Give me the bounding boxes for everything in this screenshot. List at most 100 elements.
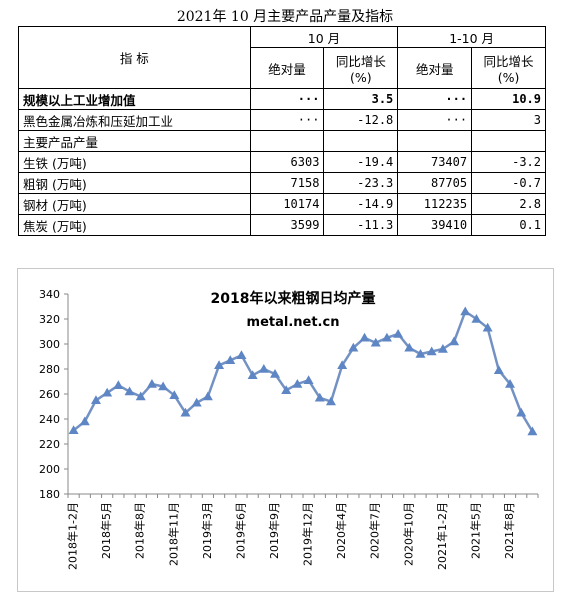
oct-yoy-cell [323, 130, 399, 152]
data-point [202, 391, 213, 401]
y-tick-label: 240 [39, 413, 60, 426]
ytd-yoy-cell: -0.7 [471, 172, 546, 194]
data-point [292, 379, 303, 388]
row-name: 焦炭 (万吨) [18, 214, 251, 236]
row-name: 黑色金属冶炼和压延加工业 [18, 109, 251, 131]
ytd-yoy-cell: 2.8 [471, 193, 546, 215]
ytd-abs-header: 绝对量 [397, 47, 473, 89]
data-point [415, 349, 426, 358]
data-point [113, 380, 124, 389]
ytd-yoy-header-line2: (%) [497, 70, 520, 85]
data-point [79, 416, 90, 426]
data-point [180, 407, 191, 417]
data-point [247, 370, 258, 379]
x-tick-label: 2020年7月 [368, 502, 382, 559]
data-point [124, 386, 135, 396]
production-table: 指 标 10 月 1-10 月 绝对量 同比增长 (%) 绝对量 同比增长 (%… [18, 26, 546, 236]
oct-abs-cell: 7158 [249, 172, 325, 194]
data-point [493, 365, 504, 374]
oct-yoy-cell: -12.8 [323, 109, 399, 131]
oct-period-header: 10 月 [249, 26, 399, 48]
oct-yoy-cell: -19.4 [323, 151, 399, 173]
indicator-header: 指 标 [18, 26, 251, 89]
chart-title: 2018年以来粗钢日均产量 [211, 290, 376, 307]
row-name: 主要产品产量 [18, 130, 251, 152]
ytd-abs-cell: 39410 [397, 214, 473, 236]
row-name: 规模以上工业增加值 [18, 88, 251, 110]
data-point [236, 350, 247, 359]
ytd-yoy-cell [471, 130, 546, 152]
x-tick-label: 2019年6月 [233, 502, 247, 559]
oct-abs-header: 绝对量 [249, 47, 325, 89]
data-point [303, 375, 314, 384]
data-point [68, 425, 79, 434]
ytd-yoy-cell: 3 [471, 109, 546, 131]
chart-series [68, 306, 538, 436]
oct-abs-cell: 10174 [249, 193, 325, 215]
x-tick-label: 2020年4月 [334, 502, 348, 559]
oct-abs-cell: 6303 [249, 151, 325, 173]
ytd-abs-cell: 112235 [397, 193, 473, 215]
data-point [191, 397, 202, 407]
oct-abs-cell: ··· [249, 109, 325, 131]
x-tick-label: 2019年9月 [267, 502, 281, 559]
table-subheader-row: 绝对量 同比增长 (%) 绝对量 同比增长 (%) [19, 47, 546, 89]
y-tick-label: 320 [39, 313, 60, 326]
oct-abs-cell: 3599 [249, 214, 325, 236]
ytd-abs-cell [397, 130, 473, 152]
ytd-abs-cell: ··· [397, 109, 473, 131]
y-tick-label: 220 [39, 438, 60, 451]
data-point [516, 407, 527, 417]
ytd-abs-cell: ··· [397, 88, 473, 110]
ytd-yoy-header: 同比增长 (%) [471, 47, 546, 89]
data-point [90, 395, 101, 404]
x-tick-label: 2021年8月 [502, 502, 516, 559]
data-point [102, 387, 113, 397]
data-point [158, 381, 169, 391]
oct-yoy-header: 同比增长 (%) [323, 47, 399, 89]
page-title: 2021年 10 月主要产品产量及指标 [176, 9, 394, 25]
y-tick-label: 340 [39, 288, 60, 301]
y-tick-label: 180 [39, 488, 60, 501]
y-tick-label: 200 [39, 463, 60, 476]
data-point [437, 344, 448, 353]
ytd-yoy-cell: 0.1 [471, 214, 546, 236]
table-row: 规模以上工业增加值 ··· 3.5 ··· 10.9 [18, 88, 546, 110]
data-point [258, 364, 269, 373]
x-tick-label: 2018年8月 [133, 502, 147, 559]
table-row: 黑色金属冶炼和压延加工业 ··· -12.8 ··· 3 [18, 109, 546, 131]
x-tick-label: 2020年10月 [401, 502, 415, 566]
ytd-yoy-cell: 10.9 [471, 88, 546, 110]
y-tick-label: 280 [39, 363, 60, 376]
data-point [314, 392, 325, 402]
data-point [449, 336, 460, 346]
data-point [225, 355, 236, 364]
table-row: 钢材 (万吨) 10174 -14.9 112235 2.8 [18, 193, 546, 215]
table-header-row: 指 标 10 月 1-10 月 [18, 26, 546, 89]
oct-abs-cell: ··· [249, 88, 325, 110]
data-point [281, 385, 292, 394]
oct-yoy-cell: -23.3 [323, 172, 399, 194]
row-name: 粗钢 (万吨) [18, 172, 251, 194]
y-tick-label: 300 [39, 338, 60, 351]
data-point [135, 391, 146, 401]
oct-yoy-cell: -11.3 [323, 214, 399, 236]
data-point [381, 332, 392, 342]
ytd-abs-cell: 87705 [397, 172, 473, 194]
oct-yoy-header-line2: (%) [350, 70, 372, 85]
data-point [337, 360, 348, 369]
data-point [348, 342, 359, 352]
x-tick-label: 2018年5月 [99, 502, 113, 559]
x-tick-label: 2019年3月 [200, 502, 214, 559]
table-row: 主要产品产量 [18, 130, 546, 152]
data-point [393, 329, 404, 338]
ytd-yoy-header-line1: 同比增长 [483, 54, 534, 69]
data-point [214, 360, 225, 369]
data-point [471, 314, 482, 323]
data-point [426, 346, 437, 356]
steel-output-chart: 2018年以来粗钢日均产量 metal.net.cn 180 200 220 240 2… [17, 268, 554, 592]
table-row: 粗钢 (万吨) 7158 -23.3 87705 -0.7 [18, 172, 546, 194]
chart-svg: 2018年以来粗钢日均产量 metal.net.cn 180 200 220 240 2… [39, 288, 539, 570]
ytd-period-header: 1-10 月 [397, 26, 546, 48]
